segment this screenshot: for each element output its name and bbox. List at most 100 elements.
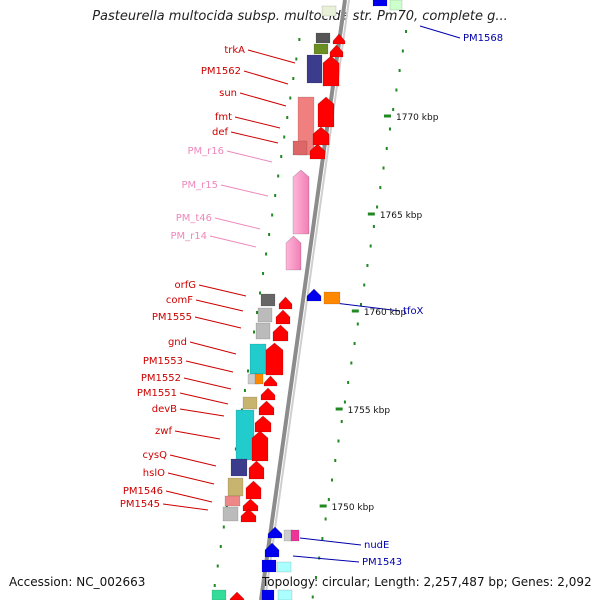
inner-tick-dot bbox=[256, 311, 259, 314]
leader-line bbox=[220, 184, 269, 197]
leader-line bbox=[169, 454, 217, 467]
gene-label-pm1552: PM1552 bbox=[141, 373, 181, 384]
gene-arrow-blue bbox=[306, 288, 322, 302]
leader-line bbox=[243, 70, 289, 85]
outer-tick-dot bbox=[369, 244, 372, 248]
outer-tick-dot bbox=[324, 517, 327, 521]
outer-tick-dot bbox=[356, 322, 359, 326]
gene-arrow bbox=[272, 324, 289, 342]
feature-box-olive bbox=[313, 43, 329, 55]
gene-label-pm1546: PM1546 bbox=[123, 486, 163, 497]
gene-arrow bbox=[242, 498, 259, 512]
inner-tick-dot bbox=[243, 389, 246, 392]
leader-line bbox=[189, 341, 237, 355]
accession-text: Accession: NC_002663 bbox=[9, 575, 146, 589]
feature-box-blue bbox=[261, 589, 275, 600]
feature-box-blue bbox=[261, 559, 277, 573]
feature-box-grey bbox=[315, 32, 331, 44]
feature-box-green bbox=[389, 0, 403, 11]
outer-tick-dot bbox=[366, 264, 369, 267]
inner-tick-dot bbox=[213, 584, 216, 587]
outer-tick-dot bbox=[398, 69, 401, 72]
inner-tick-dot bbox=[246, 369, 249, 373]
gene-arrow bbox=[265, 342, 284, 376]
outer-tick-dot bbox=[340, 420, 343, 423]
label-leader-lines bbox=[162, 25, 461, 563]
gene-arrow bbox=[275, 309, 291, 325]
leader-line bbox=[247, 49, 296, 64]
leader-line bbox=[419, 25, 461, 39]
outer-tick-dot bbox=[382, 166, 385, 170]
gene-arrow bbox=[229, 591, 245, 600]
outer-tick-dot bbox=[314, 576, 317, 579]
leader-line bbox=[209, 235, 257, 248]
leader-line bbox=[198, 284, 247, 297]
outer-tick-dot bbox=[401, 49, 404, 53]
inner-tick-dot bbox=[277, 174, 280, 178]
gene-label-pm1543: PM1543 bbox=[362, 557, 402, 568]
gene-arrow bbox=[251, 430, 269, 462]
inner-tick-dot bbox=[280, 155, 283, 158]
inner-tick-dot bbox=[295, 57, 298, 61]
gene-arrow bbox=[240, 508, 257, 523]
leader-line bbox=[165, 490, 213, 503]
feature-box-tan bbox=[242, 396, 258, 410]
inner-tick-dot bbox=[298, 38, 301, 41]
feature-box-cyan-light bbox=[276, 561, 292, 573]
kbp-tick-label: 1750 kbp bbox=[332, 503, 375, 513]
gene-label-pm1555: PM1555 bbox=[152, 312, 192, 323]
gene-label-pm1553: PM1553 bbox=[143, 356, 183, 367]
feature-box-indigo bbox=[230, 458, 248, 477]
gene-label-pm1551: PM1551 bbox=[137, 388, 177, 399]
rrna-arrow bbox=[285, 235, 302, 271]
inner-tick-dot bbox=[292, 77, 295, 80]
backbone-line bbox=[259, 0, 347, 600]
gene-arrow bbox=[309, 143, 326, 160]
leader-line bbox=[234, 116, 281, 129]
leader-line bbox=[174, 430, 221, 440]
gene-arrow-blue bbox=[267, 526, 283, 539]
gene-arrow bbox=[248, 460, 265, 480]
topology-text: Topology: circular; Length: 2,257,487 bp… bbox=[262, 575, 592, 589]
gene-label-tfox: tfoX bbox=[403, 306, 424, 317]
gene-arrow bbox=[317, 96, 335, 128]
rrna-arrow bbox=[292, 169, 310, 235]
inner-tick-dot bbox=[283, 135, 286, 139]
kbp-tick-label: 1765 kbp bbox=[380, 211, 423, 221]
outer-tick-dot bbox=[405, 30, 408, 33]
feature-box-cyan-light bbox=[277, 589, 293, 600]
gene-label-pm_r15: PM_r15 bbox=[182, 180, 219, 191]
gene-label-pm1562: PM1562 bbox=[201, 66, 241, 77]
outer-tick-dot bbox=[353, 342, 356, 345]
gene-labels: trkA PM1562 sun fmt def PM_r16 PM_r15 PM_t46 PM_… bbox=[120, 33, 503, 568]
outer-tick-dot bbox=[321, 537, 324, 540]
leader-line bbox=[230, 131, 279, 144]
inner-tick-dot bbox=[265, 252, 268, 256]
inner-tick-dot bbox=[274, 194, 277, 197]
feature-box-cyan bbox=[235, 409, 255, 461]
gene-label-nude: nudE bbox=[364, 540, 389, 551]
feature-track bbox=[211, 0, 403, 600]
gene-label-comf: comF bbox=[166, 295, 193, 306]
gene-label-cysq: cysQ bbox=[143, 450, 168, 461]
gene-label-gnd: gnd bbox=[168, 337, 187, 348]
gene-label-zwf: zwf bbox=[155, 426, 172, 437]
inner-tick-dot bbox=[268, 233, 271, 236]
inner-tick-dot bbox=[253, 330, 256, 334]
kbp-tick-label: 1770 kbp bbox=[396, 113, 439, 123]
outer-tick-dot bbox=[379, 186, 382, 189]
inner-tick-dot bbox=[286, 116, 289, 119]
outer-tick-dot bbox=[385, 147, 388, 150]
gene-arrow bbox=[263, 375, 278, 387]
gene-label-sun: sun bbox=[219, 88, 237, 99]
feature-box-indigo bbox=[306, 54, 323, 84]
outer-tick-dot bbox=[334, 459, 337, 462]
gene-arrow bbox=[312, 126, 330, 146]
outer-tick-dot bbox=[388, 127, 391, 131]
inner-tick-dot bbox=[216, 564, 219, 568]
outer-tick-dot bbox=[376, 205, 379, 209]
outer-tick-dot bbox=[337, 439, 340, 443]
outer-tick-dot bbox=[347, 381, 350, 384]
outer-tick-dot bbox=[343, 400, 346, 404]
